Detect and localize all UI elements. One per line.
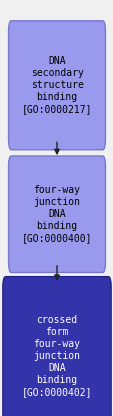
FancyBboxPatch shape: [8, 21, 105, 150]
Text: DNA
secondary
structure
binding
[GO:0000217]: DNA secondary structure binding [GO:0000…: [22, 56, 91, 114]
FancyBboxPatch shape: [3, 277, 110, 416]
FancyBboxPatch shape: [8, 156, 105, 272]
Text: crossed
form
four-way
junction
DNA
binding
[GO:0000402]: crossed form four-way junction DNA bindi…: [22, 314, 91, 397]
Text: four-way
junction
DNA
binding
[GO:0000400]: four-way junction DNA binding [GO:000040…: [22, 185, 91, 243]
